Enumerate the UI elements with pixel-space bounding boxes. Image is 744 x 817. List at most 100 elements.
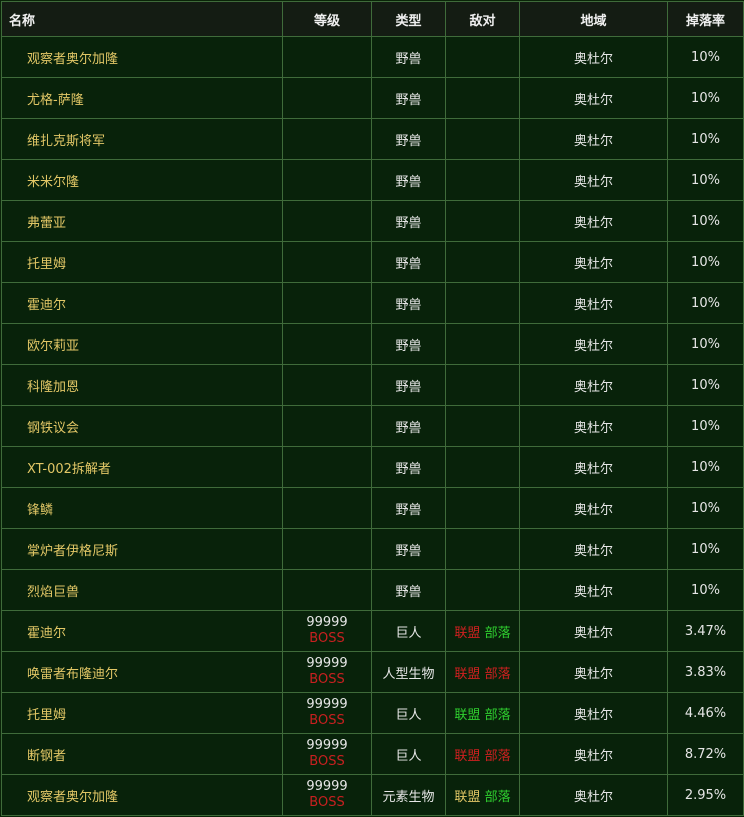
npc-name-link[interactable]: 欧尔莉亚 <box>1 323 283 365</box>
faction-alliance: 联盟 <box>454 707 481 723</box>
level-cell <box>282 241 372 283</box>
header-name[interactable]: 名称 <box>1 1 283 37</box>
drop-rate-cell: 10% <box>667 405 744 447</box>
npc-name-link[interactable]: 观察者奥尔加隆 <box>1 774 283 816</box>
region-cell: 奥杜尔 <box>519 528 668 570</box>
drop-rate-cell: 10% <box>667 77 744 119</box>
npc-name-link[interactable]: 掌炉者伊格尼斯 <box>1 528 283 570</box>
table-row: 掌炉者伊格尼斯 野兽 奥杜尔 10% <box>1 528 744 570</box>
type-cell: 巨人 <box>371 610 446 652</box>
table-header: 名称 等级 类型 敌对 地域 掉落率 <box>1 1 744 37</box>
table-row: XT-002拆解者 野兽 奥杜尔 10% <box>1 446 744 488</box>
drop-rate-cell: 10% <box>667 364 744 406</box>
faction-horde: 部落 <box>484 625 511 641</box>
table-row: 霍迪尔 99999 BOSS 巨人 联盟 部落 奥杜尔 3.47% <box>1 610 744 652</box>
drop-rate-cell: 10% <box>667 241 744 283</box>
level-cell <box>282 405 372 447</box>
faction-horde: 部落 <box>484 748 511 764</box>
drop-rate-cell: 4.46% <box>667 692 744 734</box>
level-cell <box>282 487 372 529</box>
npc-name-link[interactable]: 弗蕾亚 <box>1 200 283 242</box>
type-cell: 人型生物 <box>371 651 446 693</box>
hostile-cell <box>445 405 520 447</box>
npc-name-link[interactable]: 科隆加恩 <box>1 364 283 406</box>
npc-name-link[interactable]: 观察者奥尔加隆 <box>1 36 283 78</box>
type-cell: 元素生物 <box>371 774 446 816</box>
drop-rate-cell: 10% <box>667 446 744 488</box>
level-cell <box>282 446 372 488</box>
region-cell: 奥杜尔 <box>519 774 668 816</box>
table-row: 烈焰巨兽 野兽 奥杜尔 10% <box>1 569 744 611</box>
boss-tag: BOSS <box>309 795 345 810</box>
boss-tag: BOSS <box>309 672 345 687</box>
npc-name-link[interactable]: 米米尔隆 <box>1 159 283 201</box>
region-cell: 奥杜尔 <box>519 323 668 365</box>
level-value: 99999 <box>306 779 348 794</box>
table-row: 锋鳞 野兽 奥杜尔 10% <box>1 487 744 529</box>
type-cell: 野兽 <box>371 118 446 160</box>
type-cell: 野兽 <box>371 528 446 570</box>
hostile-cell <box>445 282 520 324</box>
level-value: 99999 <box>306 738 348 753</box>
table-row: 唤雷者布隆迪尔 99999 BOSS 人型生物 联盟 部落 奥杜尔 3.83% <box>1 651 744 693</box>
type-cell: 野兽 <box>371 446 446 488</box>
type-cell: 野兽 <box>371 364 446 406</box>
region-cell: 奥杜尔 <box>519 692 668 734</box>
boss-tag: BOSS <box>309 713 345 728</box>
drop-rate-cell: 10% <box>667 487 744 529</box>
region-cell: 奥杜尔 <box>519 241 668 283</box>
header-level[interactable]: 等级 <box>282 1 372 37</box>
npc-name-link[interactable]: 托里姆 <box>1 241 283 283</box>
drop-rate-cell: 3.47% <box>667 610 744 652</box>
level-cell <box>282 364 372 406</box>
hostile-cell: 联盟 部落 <box>445 610 520 652</box>
drop-rate-cell: 10% <box>667 159 744 201</box>
table-row: 钢铁议会 野兽 奥杜尔 10% <box>1 405 744 447</box>
drop-rate-cell: 10% <box>667 118 744 160</box>
region-cell: 奥杜尔 <box>519 651 668 693</box>
drop-rate-cell: 2.95% <box>667 774 744 816</box>
type-cell: 野兽 <box>371 282 446 324</box>
faction-alliance: 联盟 <box>454 625 481 641</box>
header-region[interactable]: 地域 <box>519 1 668 37</box>
level-cell: 99999 BOSS <box>282 774 372 816</box>
hostile-cell <box>445 323 520 365</box>
npc-name-link[interactable]: 霍迪尔 <box>1 282 283 324</box>
level-cell <box>282 528 372 570</box>
header-type[interactable]: 类型 <box>371 1 446 37</box>
npc-name-link[interactable]: 断钢者 <box>1 733 283 775</box>
npc-name-link[interactable]: XT-002拆解者 <box>1 446 283 488</box>
faction-alliance: 联盟 <box>454 748 481 764</box>
level-cell <box>282 200 372 242</box>
drop-rate-cell: 3.83% <box>667 651 744 693</box>
table-row: 观察者奥尔加隆 99999 BOSS 元素生物 联盟 部落 奥杜尔 2.95% <box>1 774 744 816</box>
region-cell: 奥杜尔 <box>519 487 668 529</box>
npc-name-link[interactable]: 维扎克斯将军 <box>1 118 283 160</box>
level-cell <box>282 159 372 201</box>
hostile-cell <box>445 241 520 283</box>
boss-tag: BOSS <box>309 631 345 646</box>
hostile-cell <box>445 159 520 201</box>
table-row: 科隆加恩 野兽 奥杜尔 10% <box>1 364 744 406</box>
hostile-cell: 联盟 部落 <box>445 692 520 734</box>
npc-name-link[interactable]: 唤雷者布隆迪尔 <box>1 651 283 693</box>
header-drop-rate[interactable]: 掉落率 <box>667 1 744 37</box>
npc-name-link[interactable]: 尤格-萨隆 <box>1 77 283 119</box>
hostile-cell <box>445 118 520 160</box>
level-cell <box>282 36 372 78</box>
npc-name-link[interactable]: 霍迪尔 <box>1 610 283 652</box>
npc-name-link[interactable]: 烈焰巨兽 <box>1 569 283 611</box>
drop-rate-cell: 10% <box>667 282 744 324</box>
level-cell <box>282 77 372 119</box>
header-hostile[interactable]: 敌对 <box>445 1 520 37</box>
hostile-cell <box>445 77 520 119</box>
hostile-cell <box>445 36 520 78</box>
npc-name-link[interactable]: 托里姆 <box>1 692 283 734</box>
drop-rate-cell: 8.72% <box>667 733 744 775</box>
npc-name-link[interactable]: 钢铁议会 <box>1 405 283 447</box>
npc-name-link[interactable]: 锋鳞 <box>1 487 283 529</box>
region-cell: 奥杜尔 <box>519 77 668 119</box>
table-row: 托里姆 99999 BOSS 巨人 联盟 部落 奥杜尔 4.46% <box>1 692 744 734</box>
type-cell: 野兽 <box>371 323 446 365</box>
